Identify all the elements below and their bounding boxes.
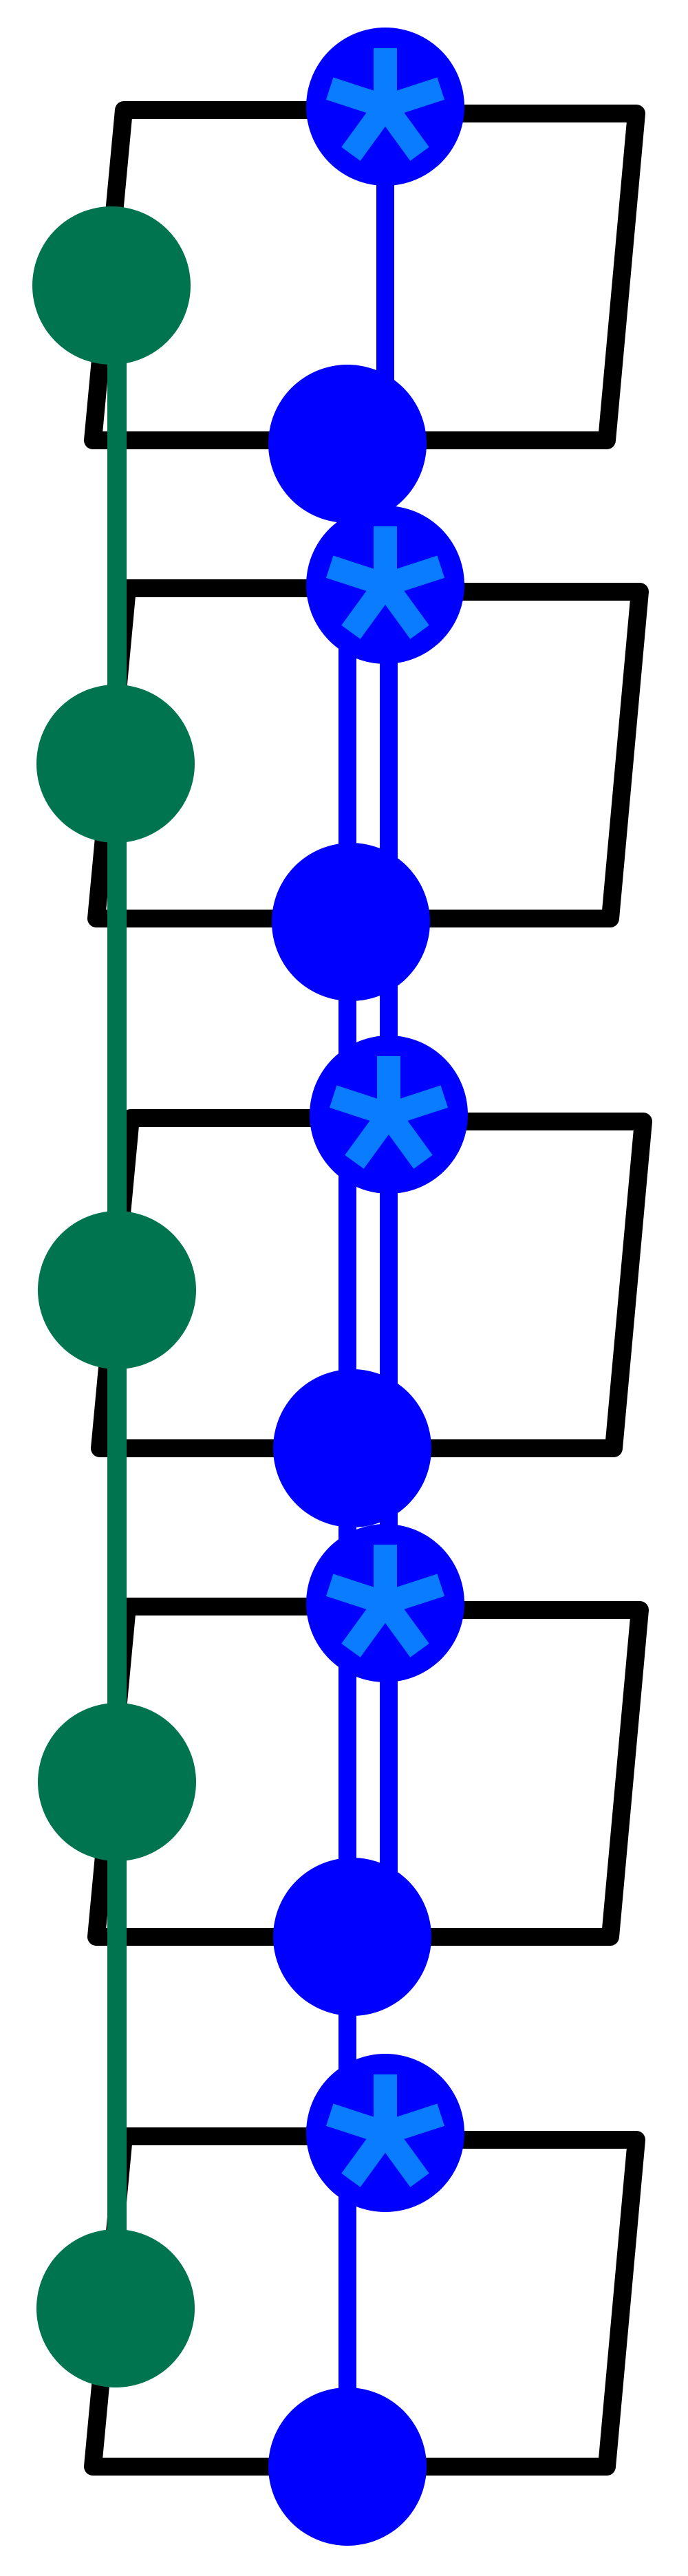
green-node-1	[32, 206, 191, 365]
blue-node-1	[268, 365, 427, 523]
asterisk-center	[370, 92, 400, 122]
green-node-2	[36, 685, 195, 843]
blue-node-4	[273, 1858, 431, 2016]
asterisk-center	[370, 2118, 400, 2148]
blue-node-2	[272, 843, 430, 1001]
asterisk-icon-1	[325, 48, 445, 161]
green-node-4	[38, 1703, 196, 1861]
asterisk-icon-3	[329, 1056, 449, 1169]
blue-node-5	[268, 2387, 427, 2546]
asterisk-icon-2	[325, 526, 445, 639]
blue-node-3	[273, 1369, 431, 1527]
green-node-3	[38, 1211, 196, 1369]
asterisk-center	[374, 1099, 404, 1130]
asterisk-icon-5	[325, 2074, 445, 2187]
asterisk-center	[370, 570, 400, 600]
asterisk-center	[370, 1588, 400, 1618]
asterisk-icon-4	[325, 1545, 445, 1657]
green-node-5	[36, 2229, 195, 2387]
node-group	[32, 28, 468, 2546]
